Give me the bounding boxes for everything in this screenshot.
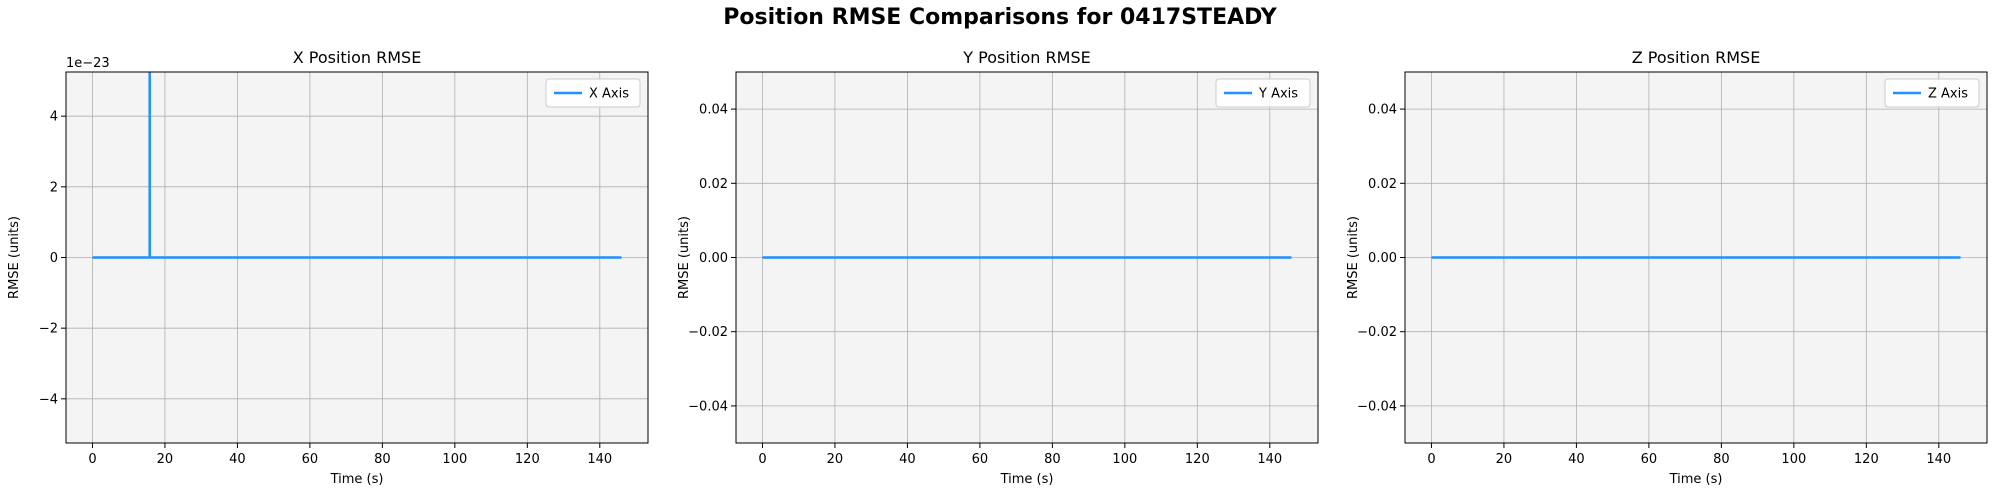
x-tick-label: 100 [1112,452,1137,467]
y-tick-label: 4 [50,110,58,125]
x-tick-label: 80 [1713,452,1730,467]
y-tick-label: 2 [50,180,58,195]
legend-label: Z Axis [1928,87,1968,102]
x-tick-label: 40 [1568,452,1585,467]
x-tick-label: 140 [1926,452,1951,467]
x-tick-label: 140 [587,452,612,467]
legend-label: Y Axis [1258,87,1298,102]
legend: Z Axis [1884,78,1980,108]
y-tick-label: 0.02 [1368,177,1397,192]
figure-title: Position RMSE Comparisons for 0417STEADY [723,5,1277,30]
y-tick-label: 0.04 [699,103,728,118]
y-tick-label: −0.04 [1357,399,1397,414]
x-tick-label: 80 [1044,452,1061,467]
legend: X Axis [545,78,641,108]
y-tick-label: −0.02 [1357,325,1397,340]
legend-box [1884,78,1980,108]
x-tick-label: 120 [1854,452,1879,467]
x-tick-label: 120 [515,452,540,467]
series-line-x-axis [92,72,622,259]
y-axis-label: RMSE (units) [1346,216,1361,299]
y-tick-label: −0.02 [688,325,728,340]
x-tick-label: 40 [899,452,916,467]
x-tick-label: 20 [157,452,174,467]
x-tick-label: 100 [442,452,467,467]
legend-label: X Axis [589,87,629,102]
subplot-title: X Position RMSE [293,48,422,67]
y-tick-label: −4 [39,392,58,407]
x-tick-label: 20 [827,452,844,467]
x-position-rmse-panel: 0 20 40 60 80 100 120 140 −4 −2 0 2 4 1e−23 X Position… [7,48,649,487]
x-tick-label: 60 [1641,452,1658,467]
subplot-title: Z Position RMSE [1632,48,1761,67]
x-tick-label: 0 [758,452,766,467]
x-tick-label: 100 [1781,452,1806,467]
x-axis-label: Time (s) [330,472,384,487]
y-tick-label: 0 [50,251,58,266]
x-tick-label: 0 [88,452,96,467]
y-tick-label: −0.04 [688,399,728,414]
x-axis-label: Time (s) [1000,472,1054,487]
x-tick-label: 20 [1496,452,1513,467]
legend: Y Axis [1215,78,1311,108]
x-tick-label: 140 [1257,452,1282,467]
y-tick-label: 0.02 [699,177,728,192]
y-offset-text: 1e−23 [66,56,110,71]
y-axis-label: RMSE (units) [7,216,22,299]
x-tick-label: 120 [1185,452,1210,467]
z-position-rmse-panel: 0 20 40 60 80 100 120 140 −0.04 −0.02 0.00 0.02 0.04… [1346,48,1988,487]
y-tick-label: −2 [39,322,58,337]
y-tick-label: 0.04 [1368,103,1397,118]
legend-box [1215,78,1311,108]
y-tick-label: 0.00 [699,251,728,266]
x-tick-label: 60 [972,452,989,467]
subplot-title: Y Position RMSE [962,48,1090,67]
x-tick-label: 80 [374,452,391,467]
x-axis-label: Time (s) [1669,472,1723,487]
y-axis-label: RMSE (units) [677,216,692,299]
x-tick-label: 40 [229,452,246,467]
x-tick-label: 60 [302,452,319,467]
y-position-rmse-panel: 0 20 40 60 80 100 120 140 −0.04 −0.02 0.00 0.02 0.04… [677,48,1319,487]
y-tick-label: 0.00 [1368,251,1397,266]
x-tick-label: 0 [1427,452,1435,467]
legend-box [545,78,641,108]
